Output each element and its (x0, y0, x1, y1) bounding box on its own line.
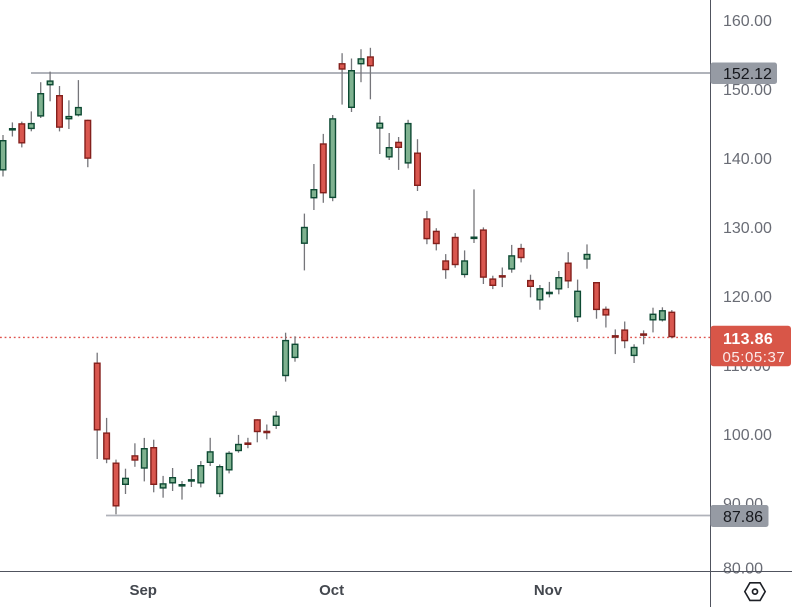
svg-text:160.00: 160.00 (723, 13, 772, 30)
svg-text:Nov: Nov (534, 582, 563, 599)
svg-text:152.12: 152.12 (723, 66, 772, 83)
svg-text:100.00: 100.00 (723, 427, 772, 444)
svg-text:05:05:37: 05:05:37 (723, 349, 786, 366)
svg-text:87.86: 87.86 (723, 509, 763, 526)
svg-text:Oct: Oct (319, 582, 344, 599)
svg-text:113.86: 113.86 (723, 331, 773, 348)
svg-text:140.00: 140.00 (723, 151, 772, 168)
svg-text:80.00: 80.00 (723, 561, 763, 578)
svg-text:120.00: 120.00 (723, 289, 772, 306)
svg-text:Sep: Sep (129, 582, 157, 599)
svg-text:150.00: 150.00 (723, 82, 772, 99)
svg-text:130.00: 130.00 (723, 220, 772, 237)
